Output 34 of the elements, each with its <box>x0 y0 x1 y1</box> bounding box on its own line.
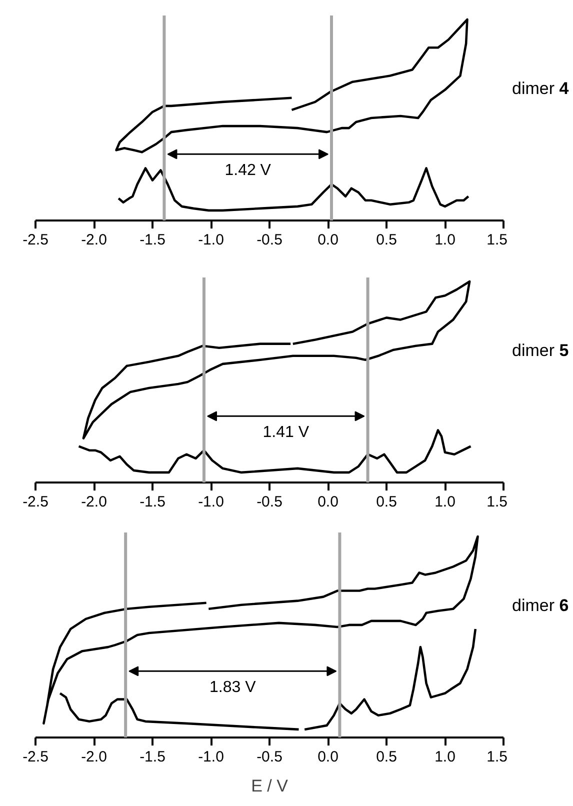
x-tick-label: -1.0 <box>198 494 224 510</box>
x-tick-label: -0.5 <box>256 494 282 510</box>
x-tick-label: -2.5 <box>22 748 48 766</box>
text: dimer 5 <box>512 340 569 362</box>
x-tick-label: -2.0 <box>81 232 107 248</box>
x-tick-label: 0.5 <box>376 748 397 766</box>
x-tick-label: 1.0 <box>434 494 456 510</box>
x-axis-title: E / V <box>251 776 289 796</box>
x-tick-label: 0.5 <box>376 494 397 510</box>
x-tick-label: 0.0 <box>318 232 338 248</box>
x-tick-label: 1.5 <box>486 232 508 248</box>
x-tick-label: -2.5 <box>22 494 48 510</box>
x-tick-label: 0.0 <box>318 494 338 510</box>
text: dimer 6 <box>512 595 569 617</box>
x-tick-label: -2.0 <box>81 494 107 510</box>
x-tick-label: -1.5 <box>140 232 166 248</box>
annotation: 1.41 V <box>262 424 310 442</box>
x-tick-label: 1.5 <box>486 494 508 510</box>
x-tick-label: -1.0 <box>198 232 224 248</box>
x-tick-label: -0.5 <box>256 232 282 248</box>
x-tick-label: -1.5 <box>140 494 166 510</box>
x-tick-label: 0.5 <box>376 232 397 248</box>
x-tick-label: 1.0 <box>434 232 456 248</box>
x-tick-label: -0.5 <box>256 748 282 766</box>
annotation: 1.42 V <box>224 162 272 180</box>
annotation: 1.83 V <box>210 679 256 696</box>
x-tick-label: 1.0 <box>434 748 456 766</box>
text: dimer 4 <box>512 78 569 100</box>
x-tick-label: 0.0 <box>318 748 338 766</box>
x-tick-label: -2.5 <box>22 232 48 248</box>
x-tick-label: -2.0 <box>81 748 107 766</box>
x-tick-label: -1.5 <box>140 748 166 766</box>
x-tick-label: 1.5 <box>486 748 508 766</box>
x-tick-label: -1.0 <box>198 748 224 766</box>
